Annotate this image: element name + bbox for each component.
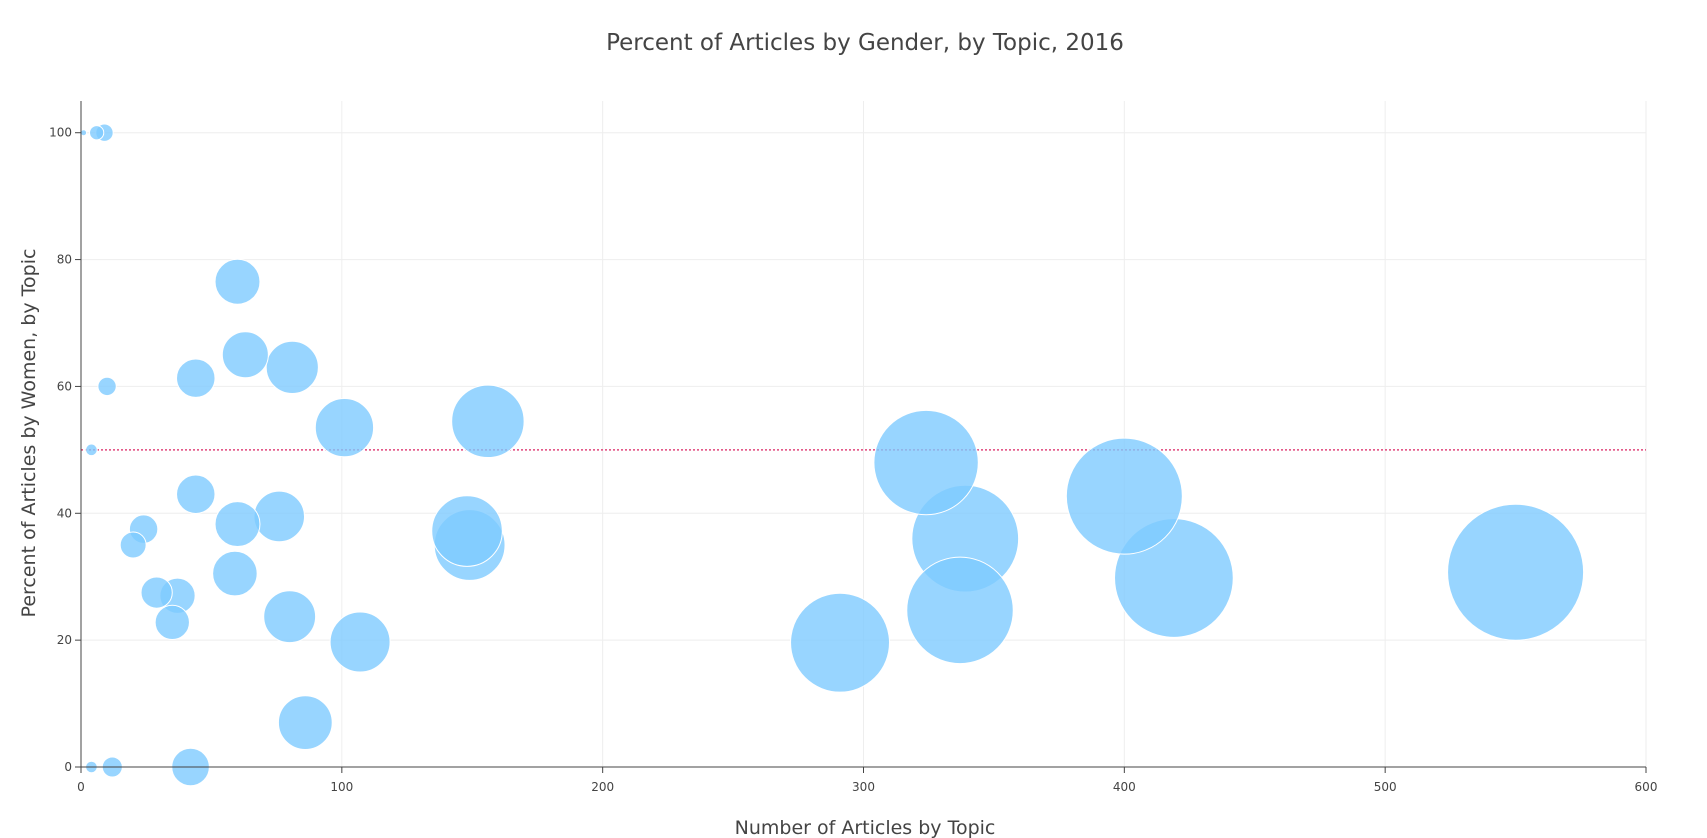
bubble-point[interactable]: [89, 125, 105, 141]
x-tick-label: 300: [852, 780, 875, 794]
x-tick-label: 0: [77, 780, 85, 794]
x-tick-label: 600: [1635, 780, 1658, 794]
bubble-point[interactable]: [265, 340, 319, 394]
y-tick-label: 20: [57, 633, 72, 647]
bubble-point[interactable]: [214, 258, 261, 305]
y-tick-label: 80: [57, 253, 72, 267]
bubble-point[interactable]: [451, 384, 525, 459]
y-tick-label: 40: [57, 506, 72, 520]
x-tick-label: 200: [591, 780, 614, 794]
bubble-point[interactable]: [873, 409, 979, 516]
tick-labels: 0 100 200 300 400 500 600 0 20 40 60 80 100: [49, 126, 1657, 794]
bubble-point[interactable]: [119, 531, 147, 559]
x-axis-title: Number of Articles by Topic: [735, 817, 996, 838]
bubble-point[interactable]: [314, 398, 375, 458]
bubble-point[interactable]: [253, 490, 306, 543]
bubble-point[interactable]: [263, 590, 317, 644]
bubble-point[interactable]: [97, 376, 117, 397]
y-tick-label: 0: [64, 760, 72, 774]
bubble-point[interactable]: [154, 604, 190, 641]
bubble-point[interactable]: [1065, 437, 1183, 555]
bubble-point[interactable]: [214, 501, 261, 548]
bubble-point[interactable]: [80, 129, 88, 137]
y-tick-label: 100: [49, 126, 72, 140]
bubble-point[interactable]: [277, 695, 333, 750]
axes: [75, 101, 1647, 773]
y-tick-label: 60: [57, 379, 72, 393]
bubble-point[interactable]: [790, 592, 890, 693]
bubble-series: [80, 123, 1585, 787]
y-axis-title: Percent of Articles by Women, by Topic: [18, 249, 40, 618]
chart-title: Percent of Articles by Gender, by Topic,…: [606, 30, 1124, 56]
bubble-point[interactable]: [221, 331, 269, 379]
bubble-point[interactable]: [1447, 503, 1585, 641]
bubble-point[interactable]: [431, 495, 503, 567]
bubble-point[interactable]: [85, 443, 98, 457]
x-tick-label: 100: [330, 780, 353, 794]
bubble-point[interactable]: [906, 556, 1014, 665]
bubble-point[interactable]: [140, 576, 173, 609]
bubble-point[interactable]: [329, 611, 391, 673]
x-tick-label: 500: [1374, 780, 1397, 794]
x-tick-label: 400: [1113, 780, 1136, 794]
bubble-point[interactable]: [176, 358, 216, 398]
bubble-point[interactable]: [176, 474, 216, 514]
bubble-point[interactable]: [212, 550, 258, 597]
